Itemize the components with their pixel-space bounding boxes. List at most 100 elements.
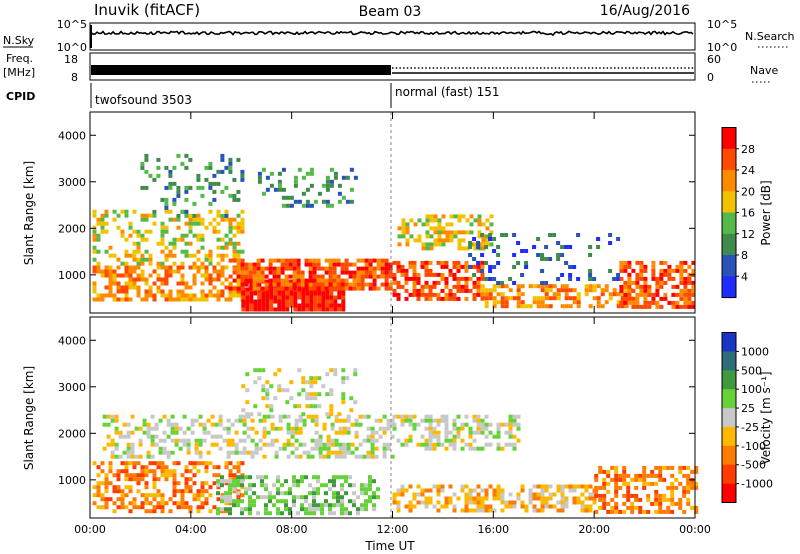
power-cell — [392, 292, 397, 297]
power-cell — [269, 299, 274, 304]
power-cell — [480, 272, 485, 277]
power-cell — [96, 217, 101, 222]
colorbar-tick-label: -25 — [741, 421, 759, 434]
power-cell — [261, 307, 266, 312]
power-cell — [184, 213, 189, 218]
velocity-cell — [274, 438, 279, 443]
power-cell — [464, 284, 469, 289]
power-cell — [332, 282, 337, 287]
power-cell — [120, 233, 125, 238]
velocity-cell — [305, 404, 310, 409]
power-cell — [200, 185, 205, 190]
power-cell — [528, 304, 533, 309]
velocity-cell — [100, 505, 105, 510]
velocity-cell — [524, 504, 529, 509]
power-cell — [340, 278, 345, 283]
power-cell — [224, 277, 229, 282]
velocity-cell — [198, 422, 203, 427]
power-cell — [144, 153, 149, 158]
power-cell — [228, 258, 233, 263]
power-cell — [168, 209, 173, 214]
velocity-cell — [212, 473, 217, 478]
power-cell — [116, 289, 121, 294]
velocity-cell — [314, 438, 319, 443]
velocity-cell — [188, 469, 193, 474]
velocity-cell — [408, 438, 413, 443]
velocity-cell — [128, 509, 133, 514]
power-cell — [216, 297, 221, 302]
velocity-cell — [330, 426, 335, 431]
velocity-cell — [148, 509, 153, 514]
velocity-cell — [512, 422, 517, 427]
power-cell — [200, 297, 205, 302]
power-cell — [496, 253, 501, 257]
velocity-cell — [265, 392, 270, 397]
power-cell — [188, 265, 193, 270]
power-cell — [635, 284, 640, 289]
power-cell — [619, 260, 624, 265]
power-cell — [552, 292, 557, 297]
velocity-cell — [116, 485, 121, 490]
velocity-cell — [662, 465, 667, 470]
velocity-cell — [564, 484, 569, 489]
power-cell — [144, 257, 149, 262]
velocity-cell — [204, 489, 209, 494]
power-cell — [257, 175, 262, 180]
noise-panel-frame — [89, 22, 696, 51]
velocity-cell — [420, 418, 425, 423]
power-cell — [284, 274, 289, 279]
velocity-cell — [344, 507, 348, 512]
power-cell — [148, 261, 153, 266]
velocity-cell — [162, 446, 167, 451]
power-cell — [516, 261, 521, 265]
velocity-cell — [242, 430, 247, 435]
power-cell — [477, 214, 482, 219]
power-cell — [667, 268, 672, 273]
velocity-cell — [341, 380, 346, 385]
velocity-cell — [254, 450, 259, 455]
power-cell — [691, 268, 696, 273]
power-cell — [504, 304, 509, 309]
velocity-cell — [328, 487, 332, 492]
velocity-cell — [496, 496, 501, 501]
velocity-cell — [492, 508, 497, 513]
power-cell — [253, 307, 258, 312]
colorbar-tick-label: -500 — [741, 459, 766, 472]
power-cell — [556, 296, 561, 301]
power-cell — [592, 284, 597, 289]
freq-panel: Freq. [MHz] 18 8 60 0 Nave — [3, 52, 778, 84]
power-cell — [332, 270, 337, 275]
power-cell — [280, 282, 285, 287]
velocity-cell — [614, 481, 619, 486]
velocity-cell — [344, 511, 348, 516]
power-cell — [540, 300, 545, 305]
velocity-cell — [540, 488, 545, 493]
velocity-cell — [464, 492, 469, 497]
power-cell — [168, 269, 173, 274]
velocity-cell — [232, 487, 236, 492]
power-cell — [360, 270, 365, 275]
power-cell — [128, 225, 133, 230]
velocity-cell — [360, 507, 364, 512]
power-cell — [277, 295, 282, 300]
power-cell — [476, 268, 481, 273]
velocity-cell — [150, 414, 155, 419]
power-cell — [496, 284, 501, 289]
power-cell — [372, 258, 377, 263]
velocity-cell — [280, 491, 284, 496]
velocity-cell — [208, 493, 213, 498]
power-cell — [297, 307, 302, 312]
power-cell — [140, 257, 145, 262]
velocity-cell — [172, 489, 177, 494]
power-cell — [104, 273, 109, 278]
power-cell — [472, 292, 477, 297]
power-cell — [328, 274, 333, 279]
power-cell — [544, 296, 549, 301]
power-cell — [281, 291, 286, 296]
power-cell — [292, 270, 297, 275]
power-cell — [156, 261, 161, 266]
power-cell — [325, 187, 330, 192]
velocity-cell — [412, 414, 417, 419]
velocity-cell — [440, 504, 445, 509]
